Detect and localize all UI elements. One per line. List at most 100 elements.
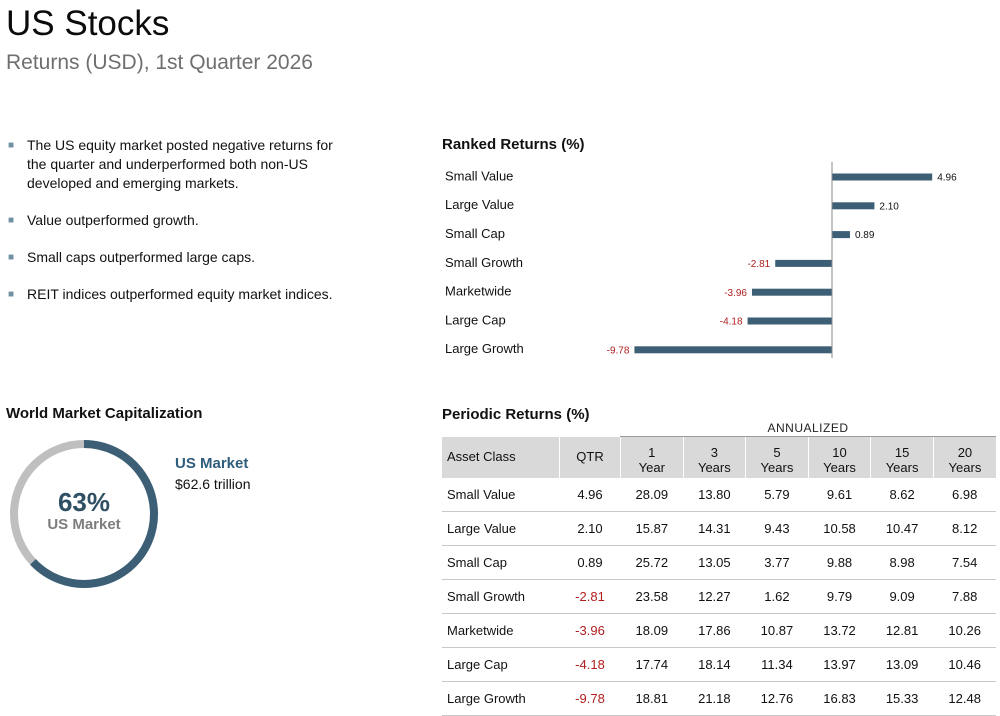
- return-cell: 15.33: [870, 681, 934, 716]
- bullet-text: REIT indices outperformed equity market …: [27, 286, 333, 302]
- column-header-period: 20: [957, 445, 973, 460]
- return-cell: -3.96: [559, 613, 621, 648]
- return-cell: 12.27: [683, 579, 746, 614]
- asset-class-cell: Large Growth: [442, 681, 560, 716]
- bullet-text: Value outperformed growth.: [27, 212, 199, 228]
- column-header-label: Year: [638, 460, 665, 475]
- table-header-row: Asset Class QTR 1 Year 3 Years 5 Years 10 Years 15…: [442, 437, 996, 478]
- bar: [747, 317, 832, 325]
- return-cell: 10.47: [870, 511, 934, 546]
- return-cell: 9.79: [808, 579, 871, 614]
- table-row: Small Cap 0.89 25.72 13.05 3.77 9.88 8.98 7.54: [442, 545, 996, 580]
- return-cell: 8.98: [870, 545, 934, 580]
- bullet-square-icon: ■: [8, 252, 15, 263]
- return-cell: 10.58: [808, 511, 871, 546]
- return-cell: 9.88: [808, 545, 871, 580]
- bullet-square-icon: ■: [8, 215, 15, 226]
- column-header-label: Asset Class: [447, 448, 516, 464]
- return-cell: 9.61: [808, 478, 871, 512]
- table-body: Small Value 4.96 28.09 13.80 5.79 9.61 8.62 6.9…: [442, 478, 996, 716]
- column-header-label: QTR: [576, 448, 604, 464]
- table-row: Large Value 2.10 15.87 14.31 9.43 10.58 10.47 8…: [442, 511, 996, 546]
- column-header: 5 Years: [745, 437, 809, 478]
- column-header-label: Years: [823, 460, 856, 475]
- column-header-period: 10: [832, 445, 847, 460]
- return-cell: 8.12: [933, 511, 996, 546]
- asset-class-cell: Marketwide: [442, 613, 560, 648]
- donut-percent: 63%: [57, 487, 111, 517]
- table-row: Small Growth -2.81 23.58 12.27 1.62 9.79 9.09 7…: [442, 579, 996, 614]
- column-header-period: 3: [710, 445, 718, 460]
- asset-class-cell: Large Cap: [442, 647, 560, 682]
- table-row: Small Value 4.96 28.09 13.80 5.79 9.61 8.62 6.9…: [442, 478, 996, 512]
- periodic-returns-table: Asset Class QTR 1 Year 3 Years 5 Years 10 Years 15…: [442, 437, 996, 716]
- world-cap-donut: 63% US Market: [8, 438, 160, 590]
- bullet-square-icon: ■: [8, 140, 15, 151]
- data-label: -3.96: [724, 288, 747, 299]
- world-cap-title: World Market Capitalization: [6, 405, 203, 422]
- return-cell: 9.43: [745, 511, 809, 546]
- return-cell: 10.46: [933, 647, 996, 682]
- category-label: Small Growth: [445, 255, 523, 270]
- return-cell: 18.81: [620, 681, 684, 716]
- table-row: Marketwide -3.96 18.09 17.86 10.87 13.72 12.81…: [442, 613, 996, 648]
- return-cell: 7.88: [933, 579, 996, 614]
- bar: [832, 231, 850, 239]
- column-header-label: Years: [885, 460, 919, 475]
- bar: [832, 202, 875, 210]
- bullet-item: ■ REIT indices outperformed equity market…: [8, 285, 338, 304]
- annualized-label: ANNUALIZED: [767, 421, 849, 435]
- asset-class-cell: Small Value: [442, 478, 560, 512]
- column-header-period: 1: [648, 445, 656, 460]
- return-cell: 6.98: [933, 478, 996, 512]
- bar: [752, 288, 832, 296]
- return-cell: 17.74: [620, 647, 684, 682]
- summary-bullets: ■ The US equity market posted negative re…: [8, 136, 338, 322]
- return-cell: 7.54: [933, 545, 996, 580]
- return-cell: 3.77: [745, 545, 809, 580]
- data-label: -2.81: [747, 259, 770, 270]
- return-cell: 12.48: [933, 681, 996, 716]
- return-cell: 4.96: [559, 478, 621, 512]
- category-label: Small Cap: [445, 226, 505, 241]
- return-cell: 13.09: [870, 647, 934, 682]
- donut-center-text: US Market: [47, 516, 121, 533]
- category-label: Large Cap: [445, 312, 506, 327]
- return-cell: 14.31: [683, 511, 746, 546]
- bullet-item: ■ The US equity market posted negative re…: [8, 136, 338, 193]
- return-cell: -2.81: [559, 579, 621, 614]
- return-cell: 9.09: [870, 579, 934, 614]
- donut-slice-us-market: [30, 440, 158, 588]
- return-cell: 13.72: [808, 613, 871, 648]
- legend-us-market: US Market: [175, 455, 249, 472]
- donut-chart: [10, 440, 158, 588]
- return-cell: 0.89: [559, 545, 621, 580]
- return-cell: 25.72: [620, 545, 684, 580]
- bar: [775, 259, 832, 267]
- asset-class-cell: Large Value: [442, 511, 560, 546]
- return-cell: -4.18: [559, 647, 621, 682]
- data-label: 4.96: [937, 173, 957, 184]
- category-label: Large Growth: [445, 341, 524, 356]
- bullet-square-icon: ■: [8, 289, 15, 300]
- return-cell: 12.76: [745, 681, 809, 716]
- column-header: 15 Years: [870, 437, 934, 478]
- return-cell: 21.18: [683, 681, 746, 716]
- data-label: -4.18: [720, 317, 743, 328]
- page-title: US Stocks: [6, 4, 170, 43]
- column-header-label: Years: [760, 460, 794, 475]
- return-cell: 15.87: [620, 511, 684, 546]
- ranked-returns-title: Ranked Returns (%): [442, 136, 585, 153]
- return-cell: 1.62: [745, 579, 809, 614]
- asset-class-cell: Small Cap: [442, 545, 560, 580]
- return-cell: 12.81: [870, 613, 934, 648]
- data-label: 2.10: [879, 201, 899, 212]
- return-cell: 13.97: [808, 647, 871, 682]
- column-header-label: Years: [697, 460, 731, 475]
- ranked-returns-chart: Small Value 4.96 Large Value 2.10 Small Cap 0…: [445, 162, 957, 358]
- return-cell: 10.26: [933, 613, 996, 648]
- return-cell: 13.80: [683, 478, 746, 512]
- return-cell: 10.87: [745, 613, 809, 648]
- bar: [634, 346, 832, 354]
- column-header-period: 15: [894, 445, 910, 460]
